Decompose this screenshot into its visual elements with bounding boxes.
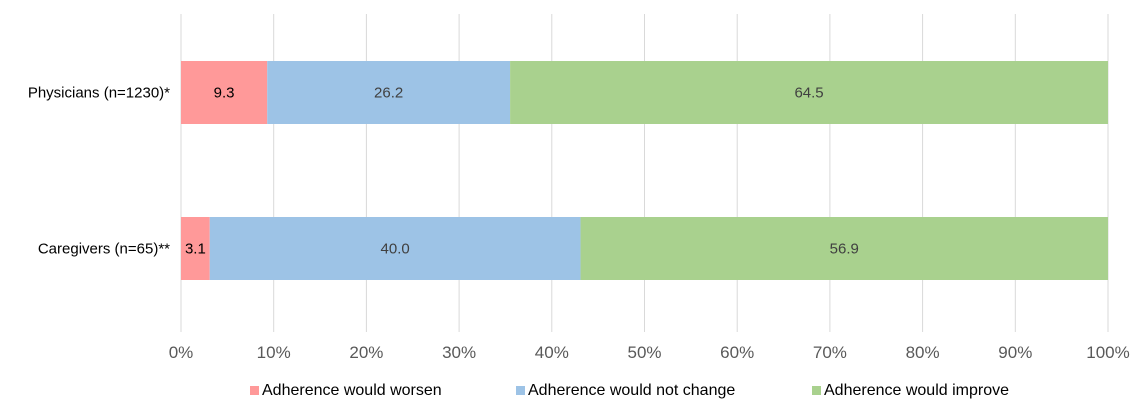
legend-swatch: [812, 386, 821, 395]
category-label: Caregivers (n=65)**: [38, 241, 170, 258]
legend-item: Adherence would improve: [812, 382, 1009, 399]
data-label: 56.9: [830, 241, 859, 258]
x-tick-label: 0%: [169, 343, 194, 362]
x-tick-label: 70%: [813, 343, 847, 362]
legend-swatch: [250, 386, 259, 395]
bar-segment: [209, 217, 581, 280]
x-tick-label: 60%: [720, 343, 754, 362]
x-tick-label: 10%: [257, 343, 291, 362]
bar-segment: [181, 217, 210, 280]
legend-item: Adherence would not change: [516, 382, 735, 399]
legend: Adherence would worsen Adherence would no…: [250, 382, 1009, 399]
bar-segment: [580, 217, 1108, 280]
category-label: Physicians (n=1230)*: [28, 85, 170, 102]
data-label: 64.5: [794, 85, 823, 102]
data-label: 3.1: [185, 241, 206, 258]
legend-label: Adherence would worsen: [262, 382, 442, 399]
x-axis-ticks: 0% 10% 20% 30% 40% 50% 60% 70% 80% 90% 100%: [169, 343, 1130, 362]
category-labels: Physicians (n=1230)* Caregivers (n=65)**: [28, 85, 170, 258]
bar-segment: [267, 61, 511, 124]
x-tick-label: 40%: [535, 343, 569, 362]
legend-label: Adherence would improve: [824, 382, 1009, 399]
legend-swatch: [516, 386, 525, 395]
x-tick-label: 30%: [442, 343, 476, 362]
x-tick-label: 90%: [998, 343, 1032, 362]
bar-segment: [510, 61, 1109, 124]
x-tick-label: 20%: [349, 343, 383, 362]
data-label: 40.0: [381, 241, 410, 258]
x-tick-label: 50%: [627, 343, 661, 362]
legend-item: Adherence would worsen: [250, 382, 442, 399]
bars: 9.3 26.2 64.5 3.1 40.0 56.9: [181, 61, 1109, 280]
x-tick-label: 80%: [906, 343, 940, 362]
data-label: 9.3: [214, 85, 235, 102]
bar-segment: [181, 61, 268, 124]
data-label: 26.2: [374, 85, 403, 102]
x-tick-label: 100%: [1086, 343, 1129, 362]
legend-label: Adherence would not change: [528, 382, 735, 399]
